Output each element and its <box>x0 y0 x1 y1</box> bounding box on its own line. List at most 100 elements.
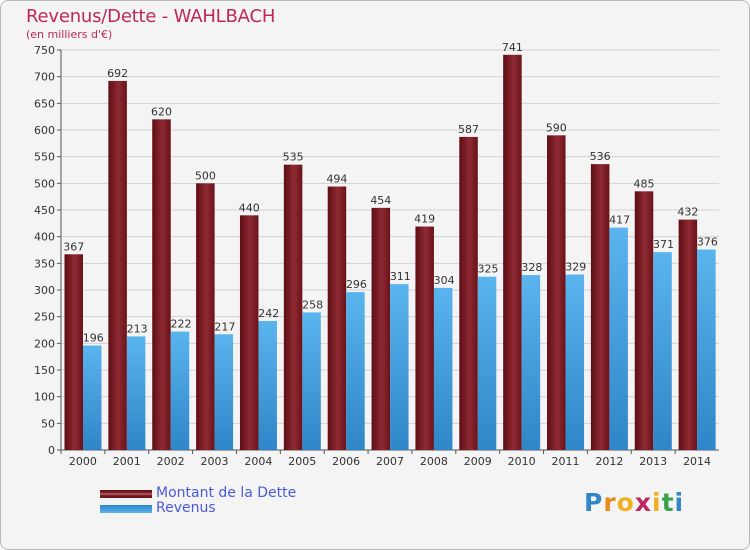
bar-dette <box>108 80 127 450</box>
bar-dette <box>634 191 654 451</box>
logo-letter: x <box>634 488 652 517</box>
x-tick-label: 2005 <box>288 455 316 468</box>
bar-revenus <box>346 292 365 450</box>
data-label-revenus: 371 <box>653 238 674 251</box>
data-label-dette: 741 <box>502 41 523 54</box>
y-tick-label: 0 <box>48 444 55 457</box>
bar-dette <box>196 183 215 451</box>
bar-dette <box>590 164 610 450</box>
axes: 0 50 100 150 200 250 300 350 400 450 500 550 600 650 7… <box>34 44 719 468</box>
y-tick-label: 650 <box>34 97 55 110</box>
data-label-dette: 500 <box>195 169 216 182</box>
bar-revenus <box>609 227 628 450</box>
bar-revenus <box>302 312 321 450</box>
bar-dette <box>327 186 347 451</box>
chart-title: Revenus/Dette - WAHLBACH <box>26 6 276 27</box>
bar-revenus <box>697 249 716 450</box>
data-label-dette: 692 <box>107 67 128 80</box>
legend-item-revenus: Revenus <box>100 501 296 516</box>
data-label-revenus: 328 <box>521 261 542 274</box>
logo-letter: t <box>661 488 675 517</box>
y-tick-label: 100 <box>34 391 55 404</box>
bar-revenus <box>170 331 190 450</box>
data-label-revenus: 258 <box>302 298 323 311</box>
data-label-dette: 587 <box>458 123 479 136</box>
data-label-dette: 620 <box>151 105 172 118</box>
x-tick-label: 2011 <box>551 455 579 468</box>
data-label-dette: 536 <box>590 150 611 163</box>
data-labels: 367 196 692 213 620 222 500 217 440 242 535 258 494 2… <box>63 41 718 345</box>
chart-subtitle: (en milliers d'€) <box>26 28 113 41</box>
bar-revenus <box>126 336 146 450</box>
x-tick-label: 2000 <box>69 455 97 468</box>
bar-revenus <box>565 274 585 450</box>
bar-revenus <box>258 320 277 450</box>
logo-letter: o <box>616 488 635 517</box>
data-label-dette: 419 <box>414 213 435 226</box>
data-label-dette: 590 <box>546 121 567 134</box>
bar-dette <box>371 207 391 450</box>
x-tick-label: 2003 <box>201 455 229 468</box>
x-tick-label: 2007 <box>376 455 404 468</box>
data-label-revenus: 311 <box>390 270 411 283</box>
x-tick-label: 2006 <box>332 455 360 468</box>
bar-revenus <box>477 276 497 450</box>
data-label-revenus: 242 <box>258 307 279 320</box>
data-label-revenus: 329 <box>565 261 586 274</box>
y-tick-label: 350 <box>34 257 55 270</box>
x-tick-label: 2002 <box>157 455 185 468</box>
data-label-dette: 440 <box>239 201 260 214</box>
x-tick-label: 2013 <box>639 455 667 468</box>
y-tick-label: 200 <box>34 337 55 350</box>
bar-revenus <box>433 287 453 450</box>
y-tick-label: 400 <box>34 231 55 244</box>
legend-swatch-dette <box>100 489 152 498</box>
logo-letter: i <box>652 488 662 517</box>
bar-revenus <box>390 284 409 450</box>
logo-letter: i <box>674 488 685 517</box>
legend-label-dette: Montant de la Dette <box>156 485 297 501</box>
bar-dette <box>415 226 434 450</box>
data-label-dette: 367 <box>63 240 84 253</box>
data-label-revenus: 217 <box>214 320 235 333</box>
x-tick-label: 2014 <box>683 455 711 468</box>
data-label-revenus: 213 <box>127 322 148 335</box>
bar-revenus <box>214 334 234 450</box>
y-tick-label: 50 <box>41 417 55 430</box>
y-tick-label: 550 <box>34 151 55 164</box>
data-label-revenus: 417 <box>609 214 630 227</box>
legend: Montant de la Dette Revenus <box>100 486 296 516</box>
bar-dette <box>152 119 171 450</box>
bar-dette <box>503 54 522 451</box>
x-tick-label: 2012 <box>595 455 623 468</box>
bar-dette <box>678 219 698 450</box>
data-label-revenus: 222 <box>170 318 191 331</box>
y-tick-label: 700 <box>34 71 55 84</box>
bars <box>64 54 716 451</box>
x-tick-label: 2010 <box>508 455 536 468</box>
data-label-revenus: 304 <box>434 274 455 287</box>
legend-label-revenus: Revenus <box>156 500 216 516</box>
data-label-revenus: 196 <box>83 331 104 344</box>
x-tick-label: 2008 <box>420 455 448 468</box>
y-tick-label: 600 <box>34 124 55 137</box>
data-label-dette: 454 <box>370 194 391 207</box>
bar-dette <box>547 135 566 451</box>
x-tick-label: 2001 <box>113 455 141 468</box>
data-label-dette: 535 <box>283 151 304 164</box>
bar-dette <box>459 136 478 450</box>
data-label-revenus: 376 <box>697 235 718 248</box>
y-tick-label: 300 <box>34 284 55 297</box>
legend-item-dette: Montant de la Dette <box>100 486 296 501</box>
x-tick-label: 2004 <box>244 455 272 468</box>
y-tick-label: 450 <box>34 204 55 217</box>
y-tick-label: 250 <box>34 311 55 324</box>
logo-letter: r <box>603 488 617 517</box>
y-tick-label: 750 <box>34 44 55 57</box>
proxiti-logo: Proxiti <box>584 488 684 517</box>
data-label-revenus: 325 <box>478 263 499 276</box>
data-label-dette: 494 <box>326 173 347 186</box>
bar-revenus <box>653 252 672 450</box>
legend-swatch-revenus <box>100 504 152 513</box>
